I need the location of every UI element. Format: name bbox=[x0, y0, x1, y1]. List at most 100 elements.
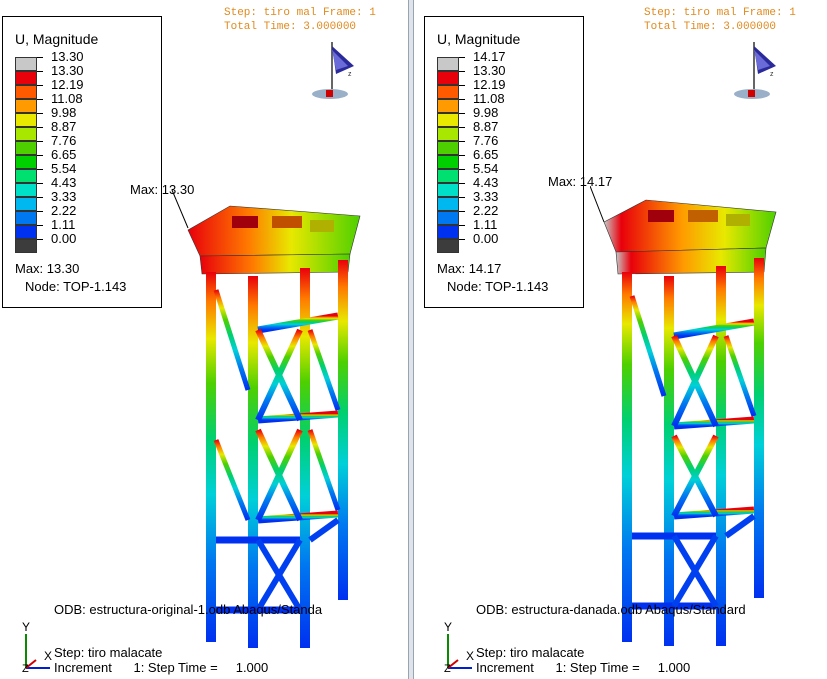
legend-value: 12.19 bbox=[473, 77, 506, 92]
step-line: Step: tiro malacate bbox=[54, 645, 163, 660]
coordinate-axes: Y X Z bbox=[16, 620, 56, 675]
legend-value: 7.76 bbox=[473, 133, 499, 148]
legend-swatch bbox=[437, 113, 459, 127]
legend-swatch bbox=[15, 127, 37, 141]
legend-value: 11.08 bbox=[51, 91, 83, 106]
legend-tick bbox=[37, 225, 43, 226]
legend-swatch bbox=[437, 239, 459, 253]
legend-value: 0.00 bbox=[51, 231, 77, 246]
legend-value: 4.43 bbox=[473, 175, 499, 190]
legend-tick bbox=[37, 183, 43, 184]
legend-swatch bbox=[15, 225, 37, 239]
legend-swatch bbox=[437, 99, 459, 113]
legend-value: 14.17 bbox=[473, 49, 506, 64]
legend-title: U, Magnitude bbox=[437, 31, 521, 47]
legend-swatch bbox=[437, 57, 459, 71]
legend-value: 11.08 bbox=[473, 91, 505, 106]
legend-tick bbox=[459, 197, 465, 198]
legend-tick bbox=[459, 183, 465, 184]
axis-y-label: Y bbox=[22, 620, 31, 634]
legend-value: 9.98 bbox=[51, 105, 77, 120]
legend-swatch bbox=[437, 211, 459, 225]
legend-tick bbox=[37, 211, 43, 212]
legend-swatch bbox=[437, 85, 459, 99]
increment-line: Increment 1: Step Time = 1.000 bbox=[476, 660, 691, 675]
legend-tick bbox=[37, 169, 43, 170]
legend-tick bbox=[459, 113, 465, 114]
axis-x-label: X bbox=[466, 649, 475, 663]
viewport-original[interactable]: U, Magnitude 13.30 13.30 12.19 11.08 9.98 8.8… bbox=[0, 0, 408, 679]
legend-value: 2.22 bbox=[51, 203, 77, 218]
axis-z-label: Z bbox=[444, 663, 451, 675]
legend-swatch bbox=[15, 141, 37, 155]
legend-swatch bbox=[15, 57, 37, 71]
legend-tick bbox=[37, 99, 43, 100]
legend-title: U, Magnitude bbox=[15, 31, 99, 47]
legend-value: 6.65 bbox=[473, 147, 499, 162]
legend-value: 8.87 bbox=[51, 119, 77, 134]
legend-swatch bbox=[437, 141, 459, 155]
odb-line: ODB: estructura-danada.odb Abaqus/Standa… bbox=[476, 602, 746, 617]
legend-value: 7.76 bbox=[51, 133, 77, 148]
axes-icon bbox=[25, 634, 50, 669]
legend-value: 2.22 bbox=[473, 203, 499, 218]
axis-x-label: X bbox=[44, 649, 53, 663]
view-triad-icon: z bbox=[734, 42, 776, 99]
max-label: Max: 14.17 bbox=[548, 174, 613, 189]
legend-max: Max: 14.17 bbox=[437, 261, 502, 276]
viewport-divider[interactable] bbox=[408, 0, 414, 679]
legend-swatch bbox=[15, 169, 37, 183]
odb-line: ODB: estructura-original-1.odb Abaqus/St… bbox=[54, 602, 323, 617]
legend-swatch bbox=[15, 155, 37, 169]
total-time: Total Time: 3.000000 bbox=[644, 21, 777, 33]
legend-value: 13.30 bbox=[51, 63, 84, 78]
legend-swatch bbox=[437, 197, 459, 211]
legend-max: Max: 13.30 bbox=[15, 261, 80, 276]
legend-tick bbox=[459, 211, 465, 212]
legend-swatch bbox=[437, 71, 459, 85]
legend-value: 13.30 bbox=[51, 49, 84, 64]
legend-tick bbox=[37, 155, 43, 156]
viewport-damaged[interactable]: U, Magnitude 14.17 13.30 12.19 11.08 9.98 8.8… bbox=[414, 0, 827, 679]
legend-value: 5.54 bbox=[51, 161, 77, 176]
legend-swatch bbox=[15, 113, 37, 127]
legend-tick bbox=[37, 141, 43, 142]
view-triad-icon: z bbox=[312, 42, 354, 99]
legend-value: 1.11 bbox=[473, 217, 498, 232]
legend-swatch bbox=[437, 169, 459, 183]
coordinate-axes: Y X Z bbox=[438, 620, 478, 675]
legend-value: 1.11 bbox=[51, 217, 76, 232]
legend-swatch bbox=[437, 155, 459, 169]
total-time: Total Time: 3.000000 bbox=[224, 21, 357, 33]
step-header: Step: tiro mal Frame: 1 bbox=[644, 7, 796, 19]
legend-value: 13.30 bbox=[473, 63, 506, 78]
tower-model[interactable] bbox=[170, 190, 400, 650]
legend-tick bbox=[37, 127, 43, 128]
legend-swatch bbox=[15, 183, 37, 197]
legend-swatch bbox=[437, 183, 459, 197]
legend-tick bbox=[459, 141, 465, 142]
legend-swatch bbox=[15, 197, 37, 211]
tower-model[interactable] bbox=[590, 186, 820, 646]
axis-z-label: Z bbox=[22, 663, 29, 675]
step-header: Step: tiro mal Frame: 1 bbox=[224, 7, 376, 19]
legend-tick bbox=[459, 99, 465, 100]
axes-icon bbox=[447, 634, 472, 669]
legend-box: U, Magnitude 13.30 13.30 12.19 11.08 9.98 8.8… bbox=[2, 16, 162, 308]
legend-box: U, Magnitude 14.17 13.30 12.19 11.08 9.98 8.8… bbox=[424, 16, 584, 308]
legend-tick bbox=[37, 57, 43, 58]
legend-node: Node: TOP-1.143 bbox=[447, 279, 549, 294]
legend-swatch bbox=[437, 127, 459, 141]
legend-tick bbox=[459, 169, 465, 170]
axis-y-label: Y bbox=[444, 620, 453, 634]
legend-swatch bbox=[15, 85, 37, 99]
legend-tick bbox=[37, 85, 43, 86]
legend-value: 8.87 bbox=[473, 119, 499, 134]
legend-tick bbox=[459, 57, 465, 58]
legend-value: 0.00 bbox=[473, 231, 499, 246]
legend-tick bbox=[459, 155, 465, 156]
legend-tick bbox=[37, 197, 43, 198]
legend-value: 9.98 bbox=[473, 105, 499, 120]
legend-value: 12.19 bbox=[51, 77, 84, 92]
legend-tick bbox=[459, 71, 465, 72]
